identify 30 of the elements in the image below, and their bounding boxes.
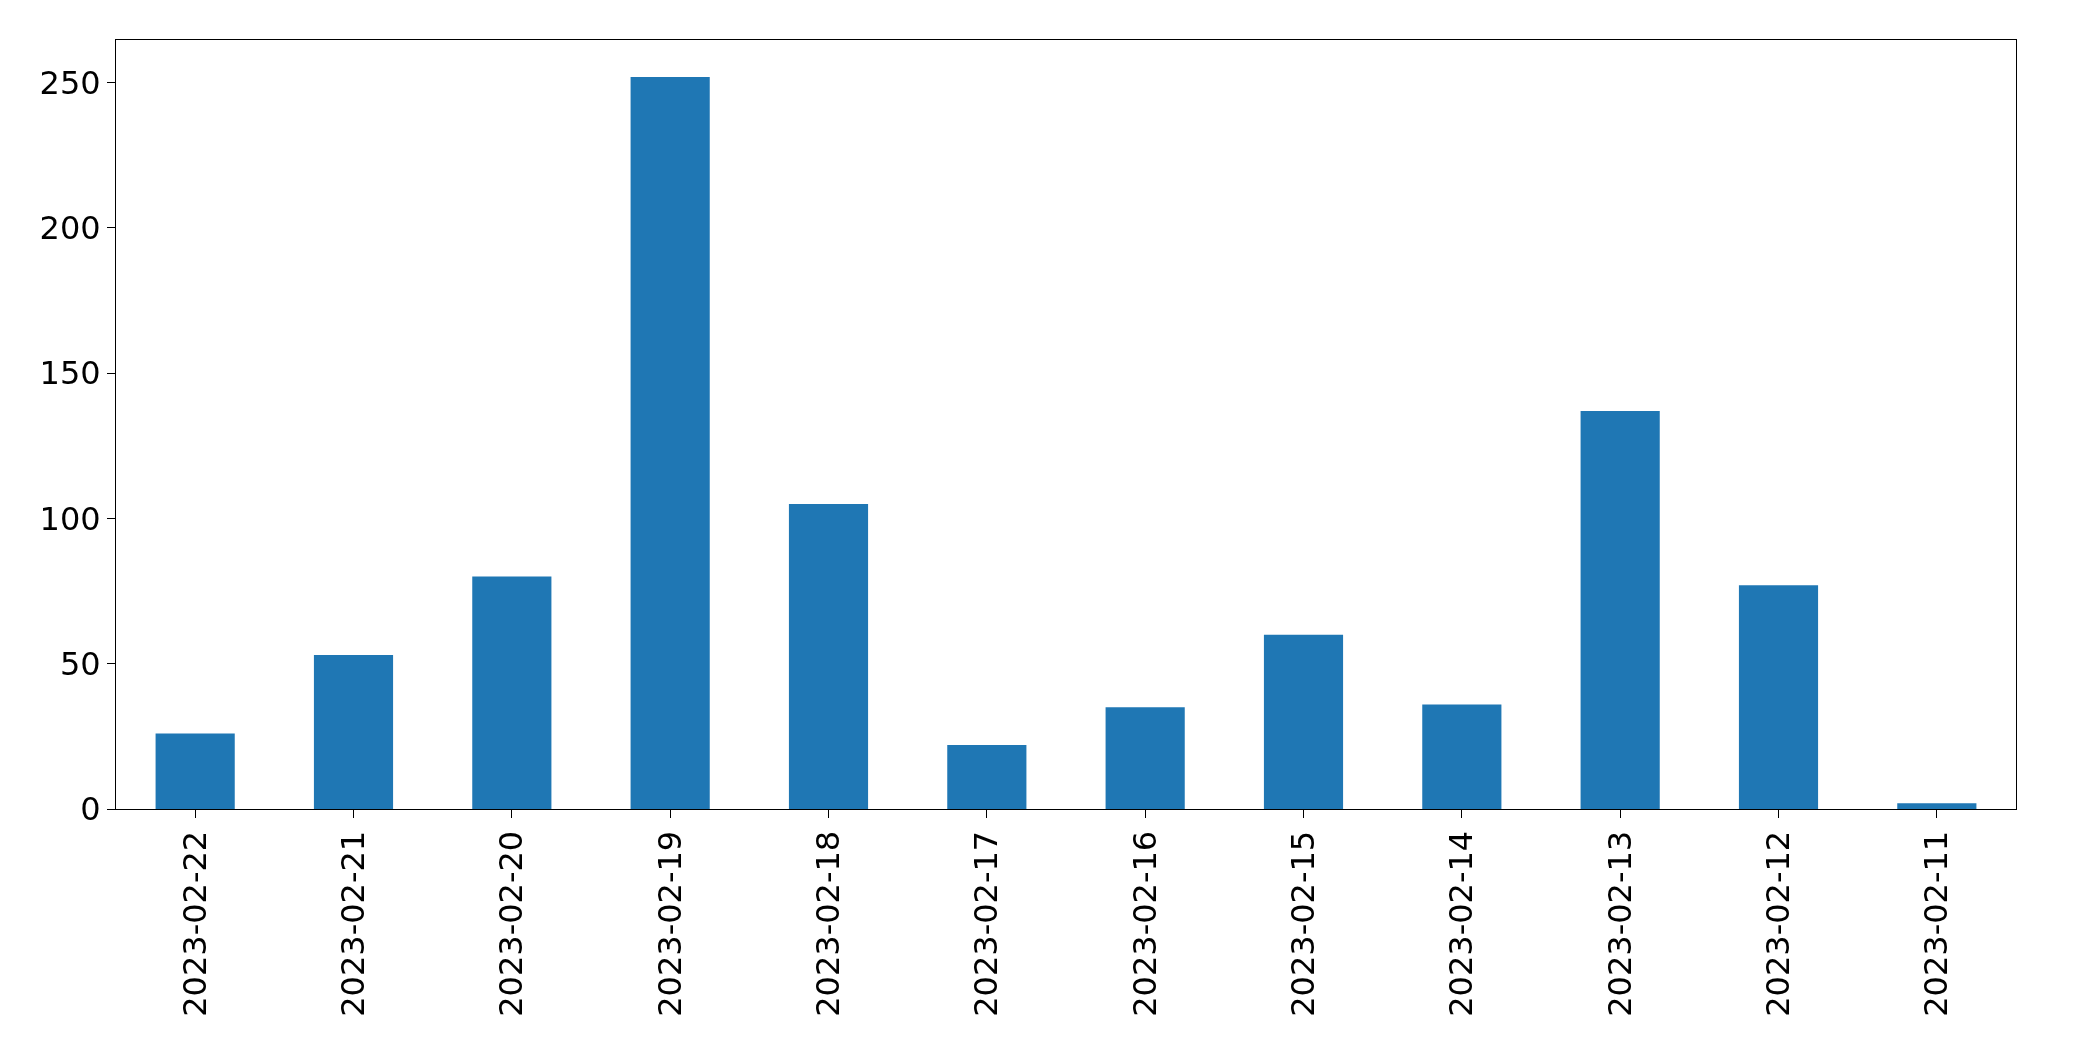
x-tick-label: 2023-02-14 — [1442, 830, 1481, 1017]
y-tick-label: 0 — [80, 790, 101, 829]
y-tick-label: 200 — [39, 209, 101, 248]
bar — [788, 503, 869, 809]
y-tick-label: 100 — [39, 499, 101, 538]
bar — [1580, 410, 1660, 809]
bar — [155, 733, 235, 809]
bar — [1738, 585, 1819, 809]
x-tick-label: 2023-02-12 — [1758, 830, 1797, 1017]
bar — [630, 76, 710, 809]
y-tick-label: 150 — [39, 354, 101, 393]
bar — [1422, 704, 1502, 809]
y-tick-label: 250 — [39, 63, 101, 102]
x-tick-label: 2023-02-17 — [967, 830, 1006, 1017]
x-tick-label: 2023-02-18 — [808, 830, 847, 1017]
bar — [1263, 634, 1344, 809]
x-tick-label: 2023-02-15 — [1283, 830, 1322, 1017]
x-tick-label: 2023-02-11 — [1917, 830, 1956, 1017]
bar — [313, 655, 394, 809]
x-tick-label: 2023-02-21 — [333, 830, 372, 1017]
x-tick-label: 2023-02-22 — [175, 830, 214, 1017]
x-tick-label: 2023-02-16 — [1125, 830, 1164, 1017]
x-tick-label: 2023-02-20 — [492, 830, 531, 1017]
x-tick-label: 2023-02-19 — [650, 830, 689, 1017]
x-tick-label: 2023-02-13 — [1600, 830, 1639, 1017]
bar — [947, 745, 1027, 809]
bar — [472, 576, 552, 809]
bar — [1897, 803, 1977, 809]
y-tick-label: 50 — [59, 644, 101, 683]
bar — [1105, 707, 1185, 809]
